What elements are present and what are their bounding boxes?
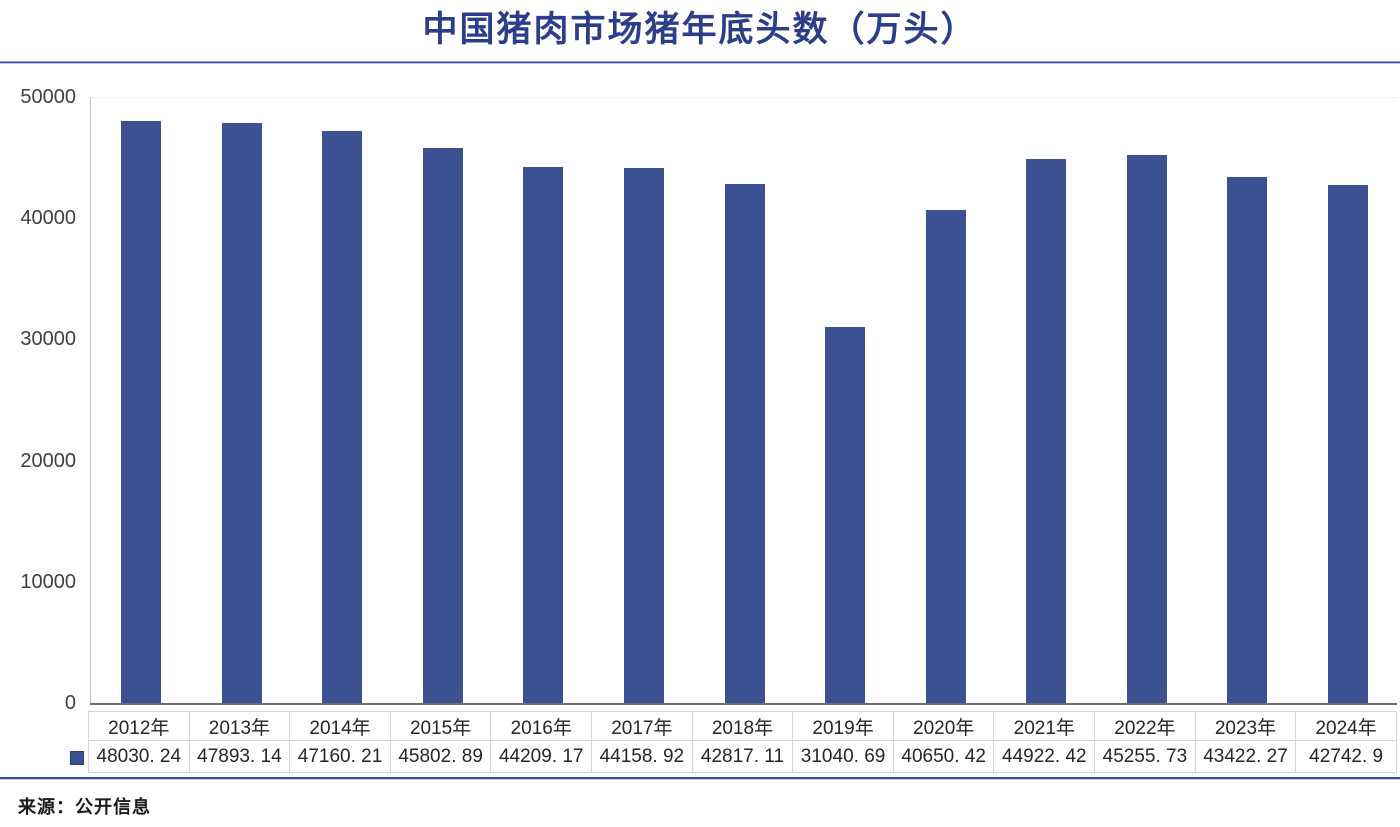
year-cell: 2024年	[1315, 717, 1377, 739]
year-cell: 2017年	[592, 712, 693, 740]
x-axis-line	[90, 703, 1397, 705]
year-cell: 2019年	[793, 712, 894, 740]
value-cell: 42742. 9	[1309, 745, 1384, 767]
bar-2012年	[121, 121, 162, 703]
value-cell: 47893. 14	[190, 741, 291, 772]
bar-2019年	[825, 327, 866, 703]
value-cell: 45802. 89	[391, 741, 492, 772]
year-cell: 2022年	[1095, 712, 1196, 740]
y-tick-label: 20000	[20, 450, 76, 472]
value-cell: 44922. 42	[994, 741, 1096, 772]
year-cell: 2020年	[894, 712, 995, 740]
source-note: 来源：公开信息	[18, 797, 151, 817]
y-tick-label: 30000	[20, 328, 76, 350]
year-cell: 2021年	[994, 712, 1096, 740]
y-tick-label: 40000	[20, 207, 76, 229]
value-cell: 42817. 11	[693, 741, 794, 772]
bar-2018年	[724, 184, 765, 703]
bar-2020年	[925, 210, 966, 703]
bar-2017年	[623, 168, 664, 703]
year-cell: 2014年	[290, 712, 391, 740]
bar-2024年	[1327, 185, 1368, 703]
bar-2021年	[1026, 159, 1067, 703]
value-cell: 40650. 42	[894, 741, 995, 772]
value-cell: 44158. 92	[592, 741, 693, 772]
year-cell: 2016年	[491, 712, 593, 740]
y-tick-label: 0	[64, 692, 76, 714]
bar-2013年	[221, 123, 262, 703]
year-cell: 2023年	[1196, 712, 1297, 740]
year-cell: 2015年	[391, 712, 492, 740]
footer-divider-rule	[0, 777, 1400, 780]
value-cell: 43422. 27	[1196, 741, 1297, 772]
value-cell: 47160. 21	[290, 741, 391, 772]
year-cell: 2013年	[190, 712, 291, 740]
table-year-row: 2012年 2013年 2014年 2015年 2016年 2017年 2018年 2019年…	[89, 712, 1396, 741]
plot-area	[90, 97, 1397, 703]
value-cell: 45255. 73	[1095, 741, 1196, 772]
series-legend-marker-icon	[70, 751, 84, 765]
value-cell: 48030. 24	[89, 741, 190, 772]
table-value-row: 48030. 24 47893. 14 47160. 21 45802. 89 4420…	[89, 741, 1396, 772]
bar-2022年	[1126, 155, 1167, 703]
y-tick-label: 10000	[20, 571, 76, 593]
value-cell: 31040. 69	[793, 741, 894, 772]
title-divider-rule	[0, 61, 1400, 64]
year-cell: 2012年	[89, 712, 190, 740]
y-tick-label: 50000	[20, 86, 76, 108]
bar-2014年	[322, 131, 363, 703]
value-cell: 44209. 17	[491, 741, 593, 772]
page-title: 中国猪肉市场猪年底头数（万头）	[422, 10, 978, 49]
bar-2016年	[523, 167, 564, 703]
bar-2023年	[1227, 177, 1268, 703]
year-cell: 2018年	[693, 712, 794, 740]
y-axis-labels: 0 10000 20000 30000 40000 50000	[0, 0, 76, 827]
data-table: 2012年 2013年 2014年 2015年 2016年 2017年 2018年 2019年…	[88, 711, 1397, 773]
bar-2015年	[422, 148, 463, 703]
